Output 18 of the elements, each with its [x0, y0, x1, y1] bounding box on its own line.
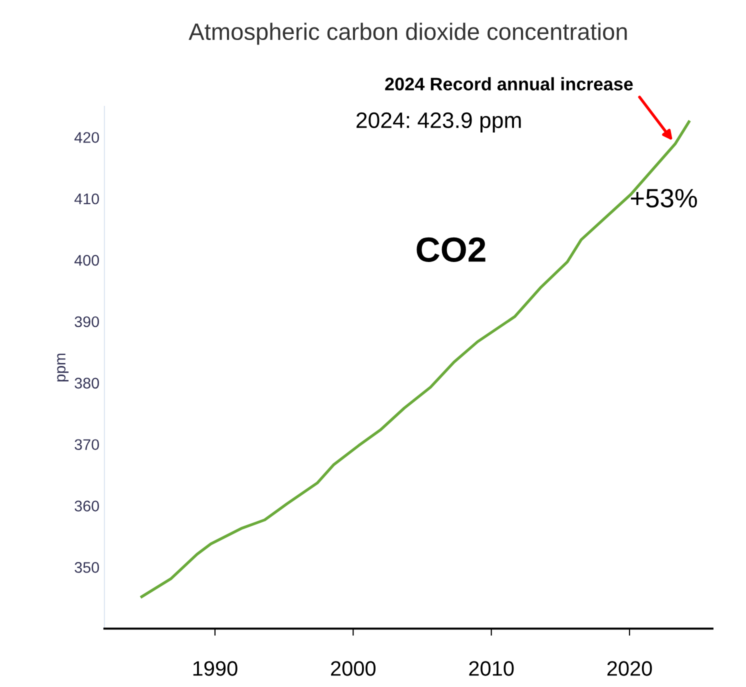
y-tick-label: 420	[74, 132, 99, 143]
annotation: CO2	[416, 237, 486, 262]
y-tick-label: 390	[74, 316, 99, 328]
y-axis-title: ppm	[57, 354, 69, 382]
y-tick-label: 360	[74, 500, 99, 512]
annotation: +53%	[630, 188, 697, 208]
y-tick-label: 380	[74, 378, 99, 389]
x-tick-label: 2020	[607, 661, 652, 676]
y-tick-label: 350	[74, 562, 99, 573]
x-tick-label: 2010	[469, 661, 514, 676]
annotation: 2024 Record annual increase	[385, 77, 633, 90]
y-tick-label: 370	[74, 439, 99, 450]
x-tick-label: 2000	[331, 661, 376, 676]
x-tick-label: 1990	[193, 661, 238, 676]
annotation: 2024: 423.9 ppm	[356, 112, 521, 133]
y-tick-label: 410	[74, 193, 99, 204]
chart-title: Atmospheric carbon dioxide concentration	[188, 22, 627, 45]
y-tick-label: 400	[74, 254, 99, 266]
